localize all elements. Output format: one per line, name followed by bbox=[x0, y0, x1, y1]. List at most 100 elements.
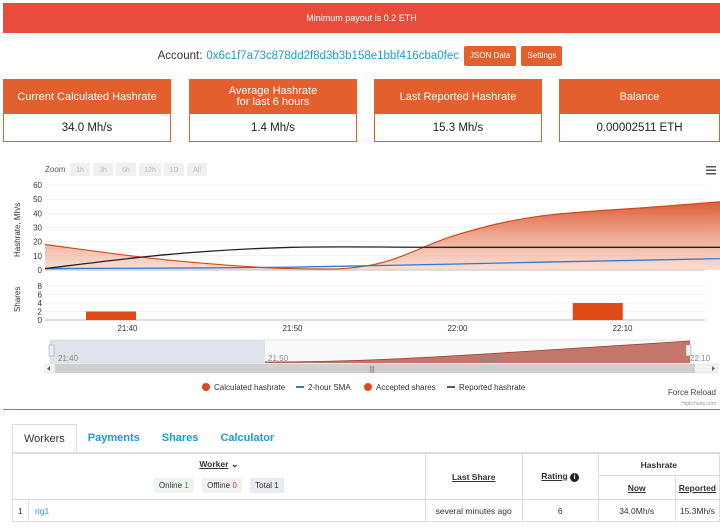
zoom-buttons: 1h 3h 6h 12h 1D All bbox=[70, 163, 207, 176]
series-line-sma bbox=[44, 257, 720, 270]
info-icon[interactable]: i bbox=[570, 473, 580, 482]
shares-bar bbox=[572, 303, 623, 320]
shares-tick-label: 4 bbox=[38, 299, 43, 308]
shares-tick-label: 8 bbox=[38, 282, 43, 291]
zoom-button-1h[interactable] bbox=[70, 163, 90, 176]
tab-underline bbox=[12, 452, 720, 453]
card-balance: Balance 0.00002511 ETH bbox=[559, 79, 720, 142]
zoom-button-3h[interactable] bbox=[93, 163, 113, 176]
x-tick-label: 22:00 bbox=[447, 324, 468, 333]
card-title: Current Calculated Hashrate bbox=[4, 80, 170, 114]
scrollbar-thumb[interactable] bbox=[55, 364, 695, 373]
last-share-header[interactable]: Last Share bbox=[451, 471, 496, 482]
tab-shares[interactable]: Shares bbox=[161, 432, 199, 444]
navigator-label-2210: 22:10 bbox=[690, 354, 711, 363]
offline-count: 0 bbox=[232, 481, 237, 490]
legend-shares[interactable]: Accepted shares bbox=[376, 383, 436, 392]
now-header[interactable]: Now bbox=[627, 482, 646, 493]
table-row: 1 rig1 several minutes ago 6 34.0Mh/s 15… bbox=[12, 499, 720, 522]
y-tick-label: 0 bbox=[38, 266, 43, 275]
legend: Calculated hashrate 2-hour SMA Accepted … bbox=[202, 383, 526, 392]
series-line-reported bbox=[44, 246, 720, 270]
zoom-text-6h: 6h bbox=[122, 167, 130, 174]
force-reload-link[interactable]: Force Reload bbox=[668, 388, 716, 397]
rating-header[interactable]: Rating bbox=[541, 471, 568, 481]
series-line-calculated-hashrate bbox=[44, 201, 720, 270]
reported-header[interactable]: Reported bbox=[678, 482, 716, 493]
zoom-text-1h: 1h bbox=[76, 167, 84, 174]
now-header-cell: Now bbox=[597, 475, 676, 500]
zoom-button-all[interactable] bbox=[187, 163, 207, 176]
scrollbar-grip-icon: ||| bbox=[369, 367, 375, 374]
json-data-button[interactable]: JSON Data bbox=[463, 46, 517, 66]
card-value: 15.3 Mh/s bbox=[432, 122, 484, 134]
scroll-left-arrow-icon[interactable] bbox=[47, 366, 50, 371]
now-cell: 34.0Mh/s bbox=[597, 499, 676, 522]
shares-bar bbox=[86, 311, 136, 320]
worker-cell: rig1 bbox=[28, 499, 426, 522]
shares-tick-label: 2 bbox=[38, 308, 43, 317]
legend-sma[interactable]: 2-hour SMA bbox=[308, 383, 351, 392]
reported-header-cell: Reported bbox=[674, 475, 720, 500]
highcharts-credit[interactable]: Highcharts.com bbox=[681, 401, 716, 407]
y-tick-label: 60 bbox=[33, 181, 42, 190]
x-tick-labels: 21:40 21:50 22:00 22:10 bbox=[117, 324, 633, 333]
zoom-button-1d[interactable] bbox=[164, 163, 184, 176]
card-title: Average Hashrate for last 6 hours bbox=[190, 80, 356, 114]
zoom-button-12h[interactable] bbox=[139, 163, 161, 176]
hashrate-chart: Zoom 1h 3h 6h 12h 1D All Hashrate, Mh/s … bbox=[0, 158, 720, 408]
zoom-button-6h[interactable] bbox=[116, 163, 136, 176]
chevron-down-icon[interactable]: ⌄ bbox=[230, 459, 239, 469]
settings-button[interactable]: Settings bbox=[521, 46, 563, 66]
navigator-mask bbox=[50, 340, 265, 363]
y-tick-label: 30 bbox=[33, 224, 42, 233]
series-group bbox=[44, 201, 720, 270]
banner-text: Minimum payout is 0.2 ETH bbox=[306, 13, 417, 23]
zoom-text-3h: 3h bbox=[99, 167, 107, 174]
total-count: 1 bbox=[274, 481, 279, 490]
legend-marker-shares bbox=[364, 383, 372, 391]
account-address-link[interactable]: 0x6c1f7a73c878dd2f8d3b3b158e1bbf416cba0f… bbox=[206, 50, 459, 62]
hamburger-icon[interactable] bbox=[706, 166, 716, 175]
tab-workers[interactable]: Workers bbox=[12, 424, 77, 453]
account-label: Account: bbox=[157, 50, 203, 62]
tab-calculator[interactable]: Calculator bbox=[220, 432, 275, 444]
worker-header[interactable]: Worker bbox=[199, 459, 229, 469]
card-title: Last Reported Hashrate bbox=[375, 80, 541, 114]
zoom-text-1d: 1D bbox=[170, 167, 179, 174]
worker-link[interactable]: rig1 bbox=[35, 505, 50, 516]
scrollbar[interactable]: ||| bbox=[44, 363, 719, 374]
account-row: Account: 0x6c1f7a73c878dd2f8d3b3b158e1bb… bbox=[0, 45, 720, 67]
offline-pill[interactable]: Offline 0 bbox=[202, 478, 242, 493]
workers-table: Worker ⌄ Online 1 Offline 0 Total 1 Last… bbox=[12, 453, 720, 522]
worker-status-pills: Online 1 Offline 0 Total 1 bbox=[14, 478, 424, 493]
table-subheader-row: Now Reported bbox=[13, 475, 720, 500]
shares-tick-label: 0 bbox=[38, 316, 43, 325]
scroll-right-arrow-icon[interactable] bbox=[712, 366, 715, 371]
x-tick-label: 21:50 bbox=[282, 324, 303, 333]
total-pill[interactable]: Total 1 bbox=[250, 478, 284, 493]
zoom-text-12h: 12h bbox=[144, 167, 156, 174]
navigator-right-handle[interactable] bbox=[685, 344, 692, 357]
x-tick-label: 22:10 bbox=[612, 324, 633, 333]
section-divider bbox=[3, 409, 720, 410]
zoom-text-all: All bbox=[193, 167, 201, 174]
tab-bar: Workers Payments Shares Calculator bbox=[12, 424, 285, 453]
navigator-series bbox=[265, 341, 690, 363]
chart-svg: Zoom 1h 3h 6h 12h 1D All Hashrate, Mh/s … bbox=[13, 163, 720, 407]
online-pill[interactable]: Online 1 bbox=[153, 478, 194, 493]
y-tick-label: 40 bbox=[33, 209, 42, 218]
reported-cell: 15.3Mh/s bbox=[674, 499, 720, 522]
card-value: 0.00002511 ETH bbox=[596, 122, 683, 134]
navigator-left-handle[interactable] bbox=[48, 344, 55, 357]
legend-reported[interactable]: Reported hashrate bbox=[459, 383, 526, 392]
legend-calculated[interactable]: Calculated hashrate bbox=[214, 383, 286, 392]
offline-label: Offline bbox=[207, 481, 231, 490]
card-average-hashrate: Average Hashrate for last 6 hours 1.4 Mh… bbox=[189, 79, 357, 142]
legend-marker-calculated bbox=[202, 383, 210, 391]
rating-header-cell: Rating i bbox=[521, 453, 599, 500]
tab-payments[interactable]: Payments bbox=[87, 432, 140, 444]
table-header-row: Worker ⌄ Online 1 Offline 0 Total 1 Last… bbox=[12, 453, 720, 500]
navigator[interactable]: 21:40 21:50 22:00 22:10 bbox=[48, 339, 711, 364]
